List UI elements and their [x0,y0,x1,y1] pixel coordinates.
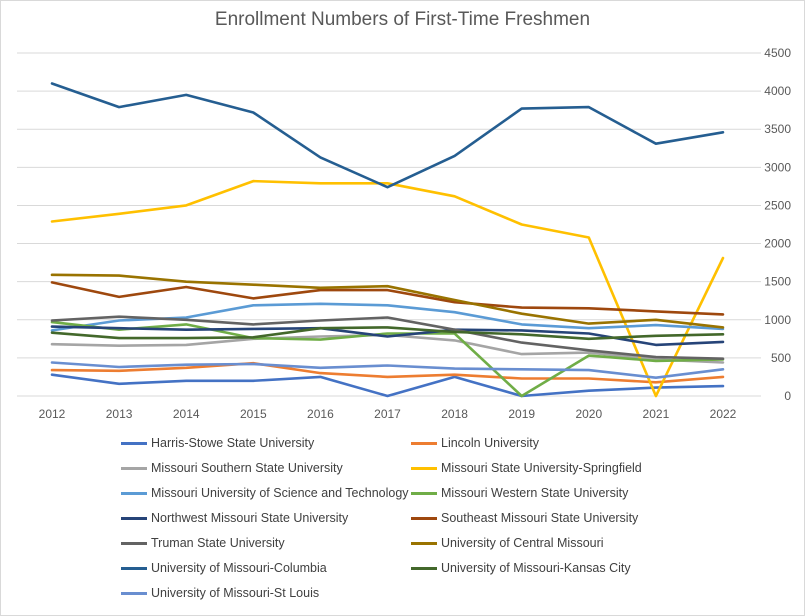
legend-swatch [121,466,147,470]
series-line-university-of-missouri-st-louis [50,361,725,380]
legend-item: Harris-Stowe State University [121,433,411,453]
legend-swatch [411,516,437,520]
y-tick-label: 1500 [764,275,791,289]
x-tick-label: 2018 [441,407,468,421]
y-tick-label: 500 [771,351,791,365]
series-line-lincoln-university [50,361,725,384]
legend-label: University of Missouri-St Louis [151,586,320,600]
legend-label: Truman State University [151,536,285,550]
y-tick-label: 1000 [764,313,791,327]
x-tick-label: 2012 [39,407,66,421]
x-tick-label: 2020 [575,407,602,421]
legend-label: University of Central Missouri [441,536,604,550]
legend-label: University of Missouri-Kansas City [441,561,631,575]
y-tick-label: 4500 [764,46,791,60]
series-line-truman-state-university [50,315,725,361]
series-line-missouri-state-university-springfield [50,179,725,398]
legend-swatch [121,541,147,545]
series-line-southeast-missouri-state-university [50,281,725,316]
legend-item: University of Central Missouri [411,533,681,553]
legend-label: Northwest Missouri State University [151,511,349,525]
series-line-harris-stowe-state-university [50,373,725,398]
legend-swatch [121,591,147,595]
legend-item: University of Missouri-Kansas City [411,558,681,578]
legend-label: Missouri University of Science and Techn… [151,486,409,500]
x-tick-label: 2016 [307,407,334,421]
legend-label: Lincoln University [441,436,539,450]
legend-item: University of Missouri-St Louis [121,583,411,603]
x-tick-label: 2019 [508,407,535,421]
legend-swatch [121,516,147,520]
x-tick-label: 2015 [240,407,267,421]
legend-item: Truman State University [121,533,411,553]
x-tick-label: 2022 [710,407,737,421]
legend-label: University of Missouri-Columbia [151,561,327,575]
legend-item: Lincoln University [411,433,681,453]
series-line-missouri-southern-state-university [50,333,725,364]
series-line-university-of-central-missouri [50,273,725,329]
y-tick-label: 2000 [764,237,791,251]
legend-item: Missouri Southern State University [121,458,411,478]
chart-legend: Harris-Stowe State University Lincoln Uni… [121,433,681,603]
legend-swatch [121,566,147,570]
legend-swatch [411,441,437,445]
legend-label: Southeast Missouri State University [441,511,639,525]
legend-item: Northwest Missouri State University [121,508,411,528]
x-tick-label: 2014 [173,407,200,421]
y-tick-label: 3000 [764,160,791,174]
legend-swatch [411,466,437,470]
series-line-missouri-western-state-university [50,320,725,398]
legend-swatch [411,541,437,545]
y-tick-label: 2500 [764,198,791,212]
legend-swatch [411,491,437,495]
legend-swatch [121,491,147,495]
y-tick-label: 0 [784,389,791,403]
legend-item: Missouri State University-Springfield [411,458,681,478]
x-tick-label: 2013 [106,407,133,421]
series-line-university-of-missouri-kansas-city [50,326,725,341]
legend-swatch [121,441,147,445]
x-tick-label: 2017 [374,407,401,421]
y-tick-label: 4000 [764,84,791,98]
legend-label: Missouri Western State University [441,486,629,500]
legend-swatch [411,566,437,570]
legend-label: Harris-Stowe State University [151,436,315,450]
y-tick-label: 3500 [764,122,791,136]
series-line-university-of-missouri-columbia [50,82,725,189]
series-line-northwest-missouri-state-university [50,325,725,347]
legend-label: Missouri Southern State University [151,461,343,475]
legend-item: Missouri University of Science and Techn… [121,483,411,503]
legend-item: Southeast Missouri State University [411,508,681,528]
legend-item: University of Missouri-Columbia [121,558,411,578]
chart-title: Enrollment Numbers of First-Time Freshme… [214,9,591,30]
legend-item: Missouri Western State University [411,483,681,503]
x-tick-label: 2021 [643,407,670,421]
legend-label: Missouri State University-Springfield [441,461,642,475]
